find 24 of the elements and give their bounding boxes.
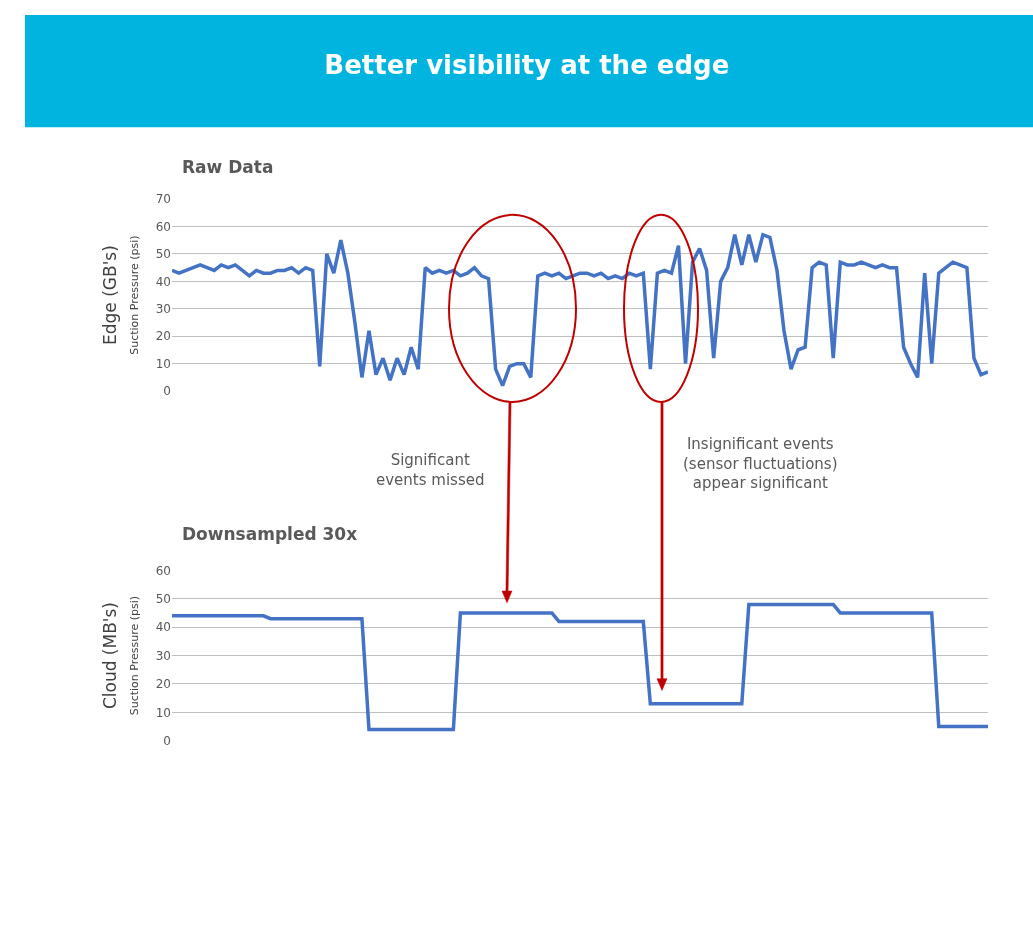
text: Insignificant events (sensor fluctuations) appear significant	[683, 435, 838, 492]
y-tick-label: 50	[155, 591, 171, 606]
text: Significant events missed	[376, 451, 485, 489]
y-tick-label: 40	[155, 620, 171, 635]
y-tick-label: 60	[155, 563, 171, 578]
y-tick-label: 30	[155, 302, 171, 317]
chart-subtitle: Raw Data	[182, 157, 274, 177]
y-tick-label: 30	[155, 648, 171, 663]
y-axis-title: Edge (GB's) Suction Pressure (psi)	[100, 235, 142, 355]
y-tick-label: 20	[155, 677, 171, 692]
line-series	[172, 602, 988, 732]
y-tick-label: 60	[155, 219, 171, 234]
line-series	[172, 232, 988, 388]
chart-title: Better visibility at the edge	[324, 50, 730, 81]
y-axis-title: Cloud (MB's) Suction Pressure (psi)	[100, 595, 142, 716]
y-tick-label: 10	[155, 356, 171, 371]
y-tick-label: 70	[155, 192, 171, 207]
y-tick-label: 10	[155, 705, 171, 720]
chart-title: Downsampled 30x	[182, 524, 358, 544]
y-tick-label: 20	[155, 329, 171, 344]
y-tick-label: 40	[155, 274, 171, 289]
y-tick-label: 50	[155, 247, 171, 262]
y-tick-label: 0	[163, 733, 171, 748]
y-tick-label: 0	[163, 384, 171, 399]
